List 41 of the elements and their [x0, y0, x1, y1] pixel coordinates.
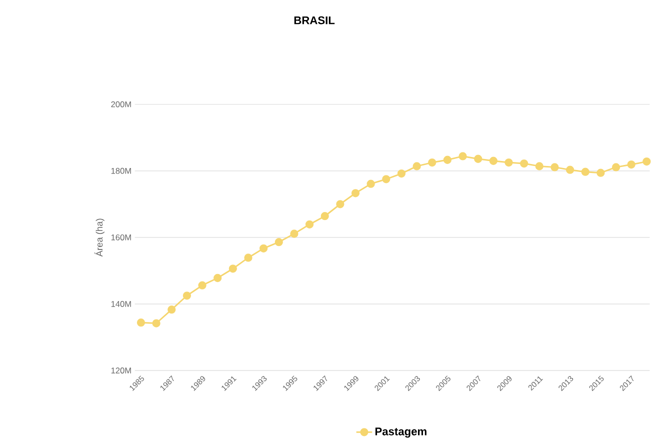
- point: [458, 152, 467, 160]
- point: [428, 158, 436, 166]
- point: [228, 264, 237, 273]
- point: [550, 162, 559, 172]
- point: [168, 305, 176, 314]
- point: [397, 169, 406, 178]
- point: [382, 174, 390, 184]
- point: [612, 162, 620, 172]
- point: [520, 159, 528, 168]
- point: [474, 154, 482, 163]
- legend-label: Pastagem: [375, 427, 426, 438]
- y-tick-label: 140M: [111, 300, 131, 307]
- point: [214, 274, 222, 282]
- y-tick-label: 160M: [111, 234, 131, 240]
- point: [412, 162, 421, 170]
- y-axis-title: Área (ha): [94, 218, 104, 256]
- point: [182, 291, 192, 300]
- point: [290, 230, 298, 238]
- point: [581, 168, 590, 176]
- point: [351, 188, 360, 198]
- point: [489, 156, 498, 165]
- point: [320, 212, 329, 220]
- point: [627, 160, 636, 168]
- point: [443, 156, 452, 164]
- point: [336, 200, 344, 208]
- point: [198, 281, 206, 290]
- point: [274, 238, 283, 246]
- point: [244, 253, 252, 262]
- chart-title: BRASIL: [294, 16, 335, 24]
- y-tick-label: 200M: [111, 101, 131, 108]
- point: [260, 244, 268, 252]
- point: [596, 168, 605, 177]
- point: [136, 318, 146, 326]
- point: [152, 319, 160, 328]
- point: [366, 180, 375, 188]
- y-tick-label: 120M: [111, 367, 131, 374]
- point: [305, 220, 314, 228]
- point: [566, 166, 574, 174]
- point: [535, 162, 544, 170]
- point: [504, 158, 513, 166]
- y-tick-label: 180M: [111, 168, 131, 174]
